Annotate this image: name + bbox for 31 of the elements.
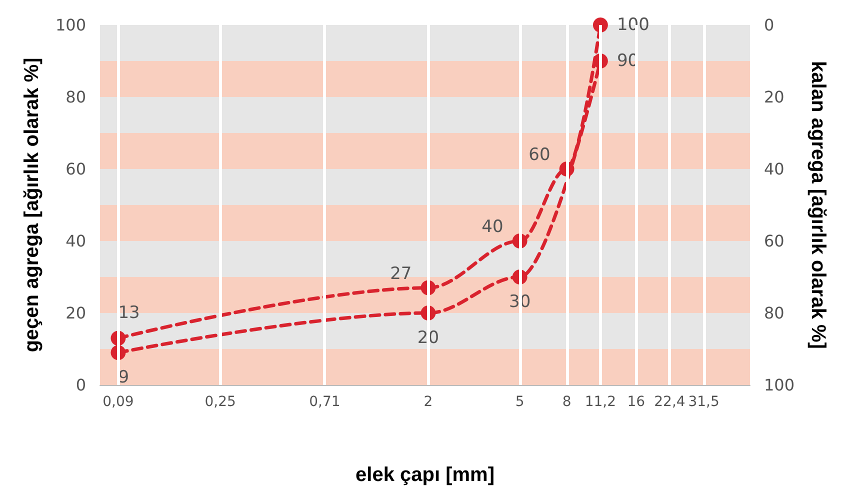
x-tick-label: 0,25 <box>204 394 236 410</box>
y2-tick-label: 40 <box>764 160 784 178</box>
x-axis-title: elek çapı [mm] <box>356 464 494 486</box>
x-tick-label: 31,5 <box>688 394 720 410</box>
y-tick-label: 0 <box>76 376 86 394</box>
x-tick-label: 0,09 <box>102 394 134 410</box>
x-tick-label: 5 <box>515 394 524 410</box>
y-tick-label: 80 <box>66 88 86 106</box>
y-tick-label: 100 <box>55 16 86 34</box>
y2-axis-title: kalan agrega [ağırlık olarak %] <box>807 61 829 349</box>
y2-tick-label: 100 <box>764 376 795 394</box>
x-tick-label: 0,71 <box>309 394 340 410</box>
y2-tick-label: 60 <box>764 232 784 250</box>
data-label: 60 <box>528 145 550 165</box>
data-label: 40 <box>482 217 504 237</box>
data-label: 9 <box>118 368 130 388</box>
y-tick-label: 60 <box>66 160 86 178</box>
x-tick-label: 11,2 <box>584 394 616 410</box>
x-tick-label: 2 <box>424 394 433 410</box>
data-label: 13 <box>118 303 140 324</box>
y2-tick-label: 0 <box>764 16 774 34</box>
y-tick-label: 40 <box>66 232 86 250</box>
data-label: 20 <box>417 328 440 348</box>
y-tick-label: 20 <box>66 304 86 322</box>
x-tick-label: 8 <box>562 394 572 410</box>
y2-tick-label: 80 <box>764 304 784 322</box>
x-tick-label: 22,4 <box>654 394 686 410</box>
x-tick-label: 16 <box>627 394 646 410</box>
y-axis-title: geçen agrega [ağırlık olarak %] <box>21 58 43 352</box>
y2-tick-label: 20 <box>764 88 784 106</box>
data-label: 27 <box>390 264 412 284</box>
